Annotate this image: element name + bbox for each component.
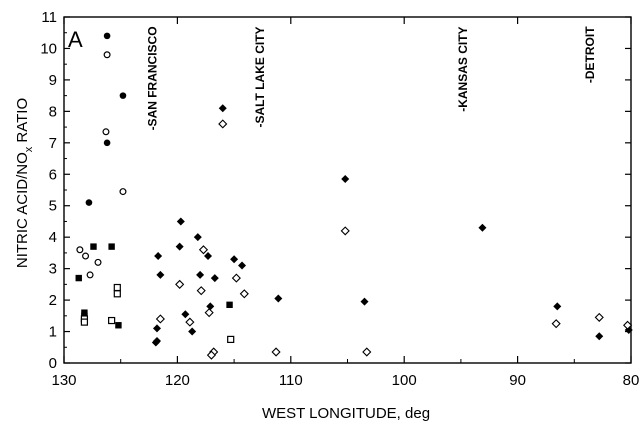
filled-circle-point bbox=[103, 139, 111, 147]
filled-diamond-point bbox=[193, 233, 202, 242]
filled-square-point bbox=[75, 274, 82, 282]
filled-circle-point bbox=[103, 32, 111, 40]
open-circle-point bbox=[76, 246, 84, 254]
filled-diamond-point bbox=[204, 252, 213, 261]
filled-circle-point bbox=[119, 92, 127, 99]
open-diamond-point bbox=[340, 226, 350, 236]
x-tick-label: 90 bbox=[509, 372, 526, 389]
y-tick-label: 10 bbox=[40, 40, 57, 57]
x-tick-label: 110 bbox=[279, 372, 303, 389]
city-markers: -SAN FRANCISCO -SALT LAKE CITY -KANSAS CIT… bbox=[145, 26, 597, 131]
y-axis-title-main: NITRIC ACID/NO bbox=[14, 152, 31, 268]
x-tick-label: 80 bbox=[623, 372, 640, 389]
y-tick-label: 1 bbox=[49, 324, 57, 341]
open-diamond-point bbox=[155, 314, 165, 324]
filled-diamond-point bbox=[595, 332, 604, 341]
open-circle-point bbox=[103, 51, 111, 59]
open-circle-point bbox=[86, 271, 94, 279]
y-axis-title-tail: RATIO bbox=[14, 98, 31, 147]
open-diamond-point bbox=[231, 273, 241, 283]
filled-diamond-point bbox=[478, 223, 487, 232]
y-tick-label: 0 bbox=[49, 355, 57, 372]
y-tick-label: 6 bbox=[49, 166, 57, 183]
y-tick-label: 2 bbox=[49, 292, 57, 309]
y-tick-label: 5 bbox=[49, 198, 57, 215]
y-tick-label: 9 bbox=[49, 72, 57, 89]
x-tick-label: 130 bbox=[51, 372, 76, 389]
open-diamond-point bbox=[623, 320, 633, 330]
filled-diamond-point bbox=[196, 270, 205, 279]
open-square-point bbox=[113, 290, 121, 298]
open-circle-point bbox=[119, 188, 127, 196]
filled-diamond-point bbox=[156, 270, 165, 279]
open-diamond-point bbox=[185, 317, 195, 327]
filled-diamond-point bbox=[553, 302, 562, 311]
filled-square-point bbox=[115, 322, 122, 329]
filled-square-point bbox=[90, 243, 97, 250]
open-square-point bbox=[80, 318, 89, 326]
open-diamond-point bbox=[551, 319, 561, 329]
open-diamond-point bbox=[206, 350, 216, 360]
open-circle-point bbox=[82, 252, 90, 260]
x-tick-label: 100 bbox=[392, 372, 417, 389]
filled-square-point bbox=[108, 243, 115, 250]
filled-diamond-point bbox=[176, 217, 185, 226]
open-circle-point bbox=[102, 128, 110, 136]
open-diamond-point bbox=[204, 308, 214, 318]
y-tick-label: 3 bbox=[49, 261, 57, 278]
filled-diamond-point bbox=[210, 274, 219, 283]
filled-diamond-point bbox=[274, 294, 283, 303]
x-tick-label: 120 bbox=[165, 372, 190, 389]
axis-ticks bbox=[63, 16, 632, 364]
open-diamond-point bbox=[175, 279, 185, 289]
filled-diamond-point bbox=[218, 104, 227, 113]
open-diamond-point bbox=[239, 289, 249, 299]
open-diamond-point bbox=[362, 347, 372, 357]
open-square-point bbox=[227, 335, 235, 344]
city-label: -SAN FRANCISCO bbox=[145, 26, 159, 130]
filled-diamond-point bbox=[151, 338, 160, 347]
open-square-point bbox=[113, 283, 121, 292]
open-diamond-point bbox=[218, 119, 228, 129]
y-tick-label: 8 bbox=[49, 103, 57, 120]
open-diamond-point bbox=[594, 312, 604, 322]
tick-labels: 0 1 2 3 4 5 6 7 8 9 10 11 130 120 110 100 90 80 bbox=[40, 9, 639, 389]
y-tick-label: 4 bbox=[49, 229, 57, 246]
y-axis-title: NITRIC ACID/NOx RATIO bbox=[14, 98, 35, 268]
city-label: -SALT LAKE CITY bbox=[253, 26, 267, 127]
filled-diamond-point bbox=[175, 242, 184, 251]
filled-diamond-point bbox=[154, 252, 163, 261]
filled-diamond-point bbox=[152, 324, 161, 333]
data-points bbox=[75, 32, 633, 360]
city-label: -DETROIT bbox=[583, 26, 597, 83]
filled-square-point bbox=[226, 301, 233, 309]
filled-diamond-point bbox=[181, 310, 190, 319]
filled-diamond-point bbox=[206, 302, 215, 311]
city-label: -KANSAS CITY bbox=[456, 26, 470, 111]
open-square-point bbox=[108, 316, 116, 325]
filled-diamond-point bbox=[188, 327, 197, 336]
filled-diamond-point bbox=[360, 297, 369, 306]
x-axis-title: WEST LONGITUDE, deg bbox=[262, 405, 430, 422]
open-diamond-point bbox=[271, 347, 281, 357]
open-circle-point bbox=[94, 258, 102, 266]
filled-diamond-point bbox=[230, 255, 239, 264]
y-axis-title-subscript: x bbox=[23, 146, 35, 152]
y-tick-label: 7 bbox=[49, 135, 57, 152]
filled-circle-point bbox=[85, 199, 93, 206]
filled-diamond-point bbox=[341, 174, 350, 183]
filled-diamond-point bbox=[238, 261, 247, 270]
panel-label: A bbox=[68, 27, 83, 52]
open-diamond-point bbox=[198, 245, 209, 255]
y-tick-label: 11 bbox=[41, 9, 57, 26]
open-diamond-point bbox=[196, 286, 206, 296]
